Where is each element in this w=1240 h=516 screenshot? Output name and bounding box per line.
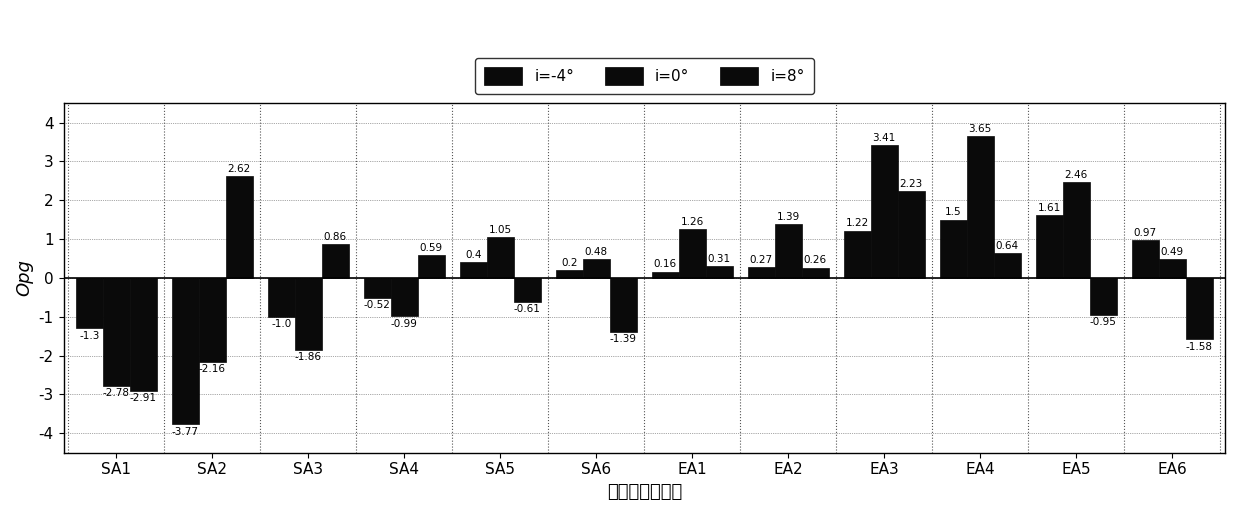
Text: 1.26: 1.26 [681, 217, 704, 227]
Bar [365, 278, 391, 298]
Bar [993, 253, 1021, 278]
Bar [198, 278, 226, 362]
Text: -0.99: -0.99 [391, 319, 418, 329]
Bar [103, 278, 130, 386]
X-axis label: 等离子体激励器: 等离子体激励器 [606, 483, 682, 501]
Bar [583, 259, 610, 278]
Text: 0.27: 0.27 [750, 255, 773, 265]
Bar [1132, 240, 1158, 278]
Text: -1.39: -1.39 [610, 334, 636, 344]
Bar [940, 220, 967, 278]
Bar [870, 146, 898, 278]
Bar [1035, 215, 1063, 278]
Text: 0.26: 0.26 [804, 255, 827, 265]
Bar [802, 268, 828, 278]
Text: 0.4: 0.4 [465, 250, 481, 260]
Bar [513, 278, 541, 301]
Text: 3.65: 3.65 [968, 124, 992, 134]
Text: 2.23: 2.23 [899, 179, 923, 189]
Text: 1.5: 1.5 [945, 207, 962, 217]
Bar [76, 278, 103, 328]
Text: -0.61: -0.61 [513, 304, 541, 314]
Text: 1.22: 1.22 [846, 218, 869, 228]
Bar [460, 262, 487, 278]
Text: -0.52: -0.52 [365, 300, 391, 311]
Text: 3.41: 3.41 [873, 133, 895, 143]
Bar [226, 176, 253, 278]
Legend: i=-4°, i=0°, i=8°: i=-4°, i=0°, i=8° [475, 58, 813, 94]
Bar [844, 231, 870, 278]
Bar [268, 278, 295, 317]
Text: 1.39: 1.39 [776, 212, 800, 221]
Text: -1.58: -1.58 [1185, 342, 1213, 351]
Bar [706, 266, 733, 278]
Text: 0.64: 0.64 [996, 240, 1019, 251]
Text: 2.62: 2.62 [228, 164, 250, 174]
Text: 2.46: 2.46 [1065, 170, 1087, 180]
Text: 0.2: 0.2 [562, 258, 578, 268]
Text: -2.78: -2.78 [103, 388, 130, 398]
Bar [418, 255, 445, 278]
Text: 0.86: 0.86 [324, 232, 347, 242]
Text: -1.3: -1.3 [79, 331, 99, 341]
Bar [748, 267, 775, 278]
Text: 0.59: 0.59 [419, 243, 443, 253]
Bar [487, 237, 513, 278]
Text: -3.77: -3.77 [172, 427, 198, 437]
Text: 0.49: 0.49 [1161, 247, 1184, 256]
Bar [652, 272, 678, 278]
Text: -2.91: -2.91 [130, 393, 156, 404]
Text: 0.31: 0.31 [708, 253, 730, 264]
Text: -2.16: -2.16 [198, 364, 226, 374]
Text: 0.48: 0.48 [585, 247, 608, 257]
Bar [1158, 259, 1185, 278]
Bar [391, 278, 418, 316]
Bar [1090, 278, 1116, 315]
Bar [130, 278, 156, 391]
Bar [967, 136, 993, 278]
Bar [775, 224, 802, 278]
Bar [1185, 278, 1213, 340]
Text: 1.61: 1.61 [1038, 203, 1061, 213]
Bar [556, 270, 583, 278]
Bar [295, 278, 321, 350]
Bar [1063, 182, 1090, 278]
Bar [610, 278, 636, 332]
Bar [172, 278, 198, 424]
Text: 0.97: 0.97 [1133, 228, 1157, 238]
Bar [678, 229, 706, 278]
Text: -1.0: -1.0 [272, 319, 291, 329]
Bar [898, 191, 925, 278]
Text: 0.16: 0.16 [653, 260, 677, 269]
Text: -0.95: -0.95 [1090, 317, 1116, 327]
Text: -1.86: -1.86 [295, 352, 322, 363]
Bar [321, 245, 348, 278]
Y-axis label: Opg: Opg [15, 260, 33, 296]
Text: 1.05: 1.05 [489, 225, 512, 235]
